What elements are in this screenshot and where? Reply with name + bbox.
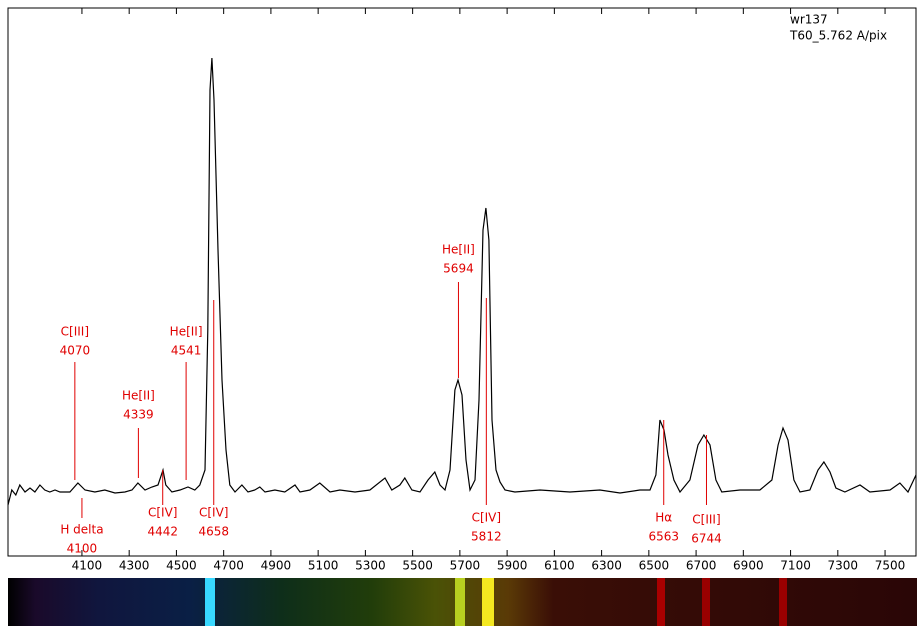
strip-line (657, 578, 665, 626)
annotation-name: C[IV] (472, 511, 502, 525)
setup-label: T60_5.762 A/pix (789, 29, 887, 43)
annotation-name: He[II] (122, 389, 155, 403)
strip-line (779, 578, 787, 626)
annotation-wavelength: 5694 (443, 262, 474, 276)
object-label: wr137 (790, 13, 828, 27)
annotation-wavelength: 4100 (67, 542, 98, 556)
x-tick-label: 5300 (355, 559, 386, 573)
x-tick-label: 5700 (450, 559, 481, 573)
x-tick-label: 6300 (591, 559, 622, 573)
annotation-wavelength: 6744 (691, 532, 722, 546)
x-tick-label: 7100 (780, 559, 811, 573)
annotation-name: He[II] (170, 325, 203, 339)
x-tick-label: 6900 (733, 559, 764, 573)
x-tick-label: 5900 (497, 559, 528, 573)
chart: wr137 T60_5.762 A/pix 4100 4300 4500 4700 49… (0, 0, 917, 626)
annotation-name: He[II] (442, 243, 475, 257)
x-tick-label: 6700 (686, 559, 717, 573)
x-tick-label: 6500 (639, 559, 670, 573)
plot-frame (8, 8, 916, 556)
x-tick-label: 5100 (308, 559, 339, 573)
strip-line (205, 578, 215, 626)
annotation-name: C[IV] (199, 506, 229, 520)
annotation-name: H delta (60, 523, 103, 537)
x-tick-label: 7500 (875, 559, 906, 573)
x-tick-label: 4300 (119, 559, 150, 573)
x-tick-label: 7300 (828, 559, 859, 573)
annotation-wavelength: 5812 (471, 530, 502, 544)
strip-line (455, 578, 465, 626)
annotation-name: C[IV] (148, 506, 178, 520)
x-tick-label: 4900 (261, 559, 292, 573)
x-tick-label: 4700 (213, 559, 244, 573)
spectrum-line (8, 58, 916, 505)
annotation-wavelength: 4541 (171, 344, 202, 358)
annotation-name: C[III] (692, 513, 720, 527)
x-tick-label: 4500 (166, 559, 197, 573)
strip-line (702, 578, 710, 626)
annotation-name: Hα (655, 511, 672, 525)
annotation-wavelength: 4442 (147, 525, 178, 539)
strip-line (482, 578, 494, 626)
annotation-name: C[III] (61, 325, 89, 339)
annotation-wavelength: 4339 (123, 408, 154, 422)
x-tick-label: 4100 (72, 559, 103, 573)
annotation-wavelength: 4658 (198, 525, 229, 539)
x-tick-label: 5500 (402, 559, 433, 573)
annotation-wavelength: 6563 (648, 530, 679, 544)
annotation-wavelength: 4070 (60, 344, 91, 358)
x-tick-label: 6100 (544, 559, 575, 573)
